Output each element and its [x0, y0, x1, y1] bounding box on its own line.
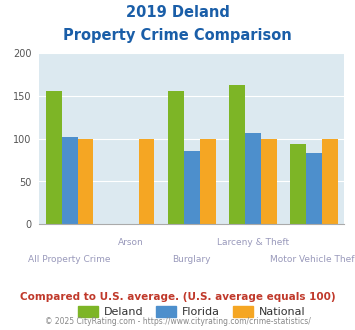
Bar: [138, 139, 154, 224]
Text: © 2025 CityRating.com - https://www.cityrating.com/crime-statistics/: © 2025 CityRating.com - https://www.city…: [45, 317, 310, 326]
Bar: [46, 91, 62, 224]
Bar: [290, 144, 306, 224]
Text: Burglary: Burglary: [173, 255, 211, 264]
Bar: [168, 91, 184, 224]
Bar: [229, 84, 245, 224]
Text: Arson: Arson: [118, 238, 143, 247]
Bar: [200, 139, 215, 224]
Text: Motor Vehicle Theft: Motor Vehicle Theft: [270, 255, 355, 264]
Bar: [184, 150, 200, 224]
Text: Compared to U.S. average. (U.S. average equals 100): Compared to U.S. average. (U.S. average …: [20, 292, 335, 302]
Text: Property Crime Comparison: Property Crime Comparison: [63, 28, 292, 43]
Bar: [322, 139, 338, 224]
Text: All Property Crime: All Property Crime: [28, 255, 111, 264]
Bar: [306, 153, 322, 224]
Bar: [261, 139, 277, 224]
Legend: Deland, Florida, National: Deland, Florida, National: [73, 302, 310, 322]
Text: Larceny & Theft: Larceny & Theft: [217, 238, 289, 247]
Bar: [245, 133, 261, 224]
Bar: [77, 139, 93, 224]
Bar: [62, 137, 77, 224]
Text: 2019 Deland: 2019 Deland: [126, 5, 229, 20]
